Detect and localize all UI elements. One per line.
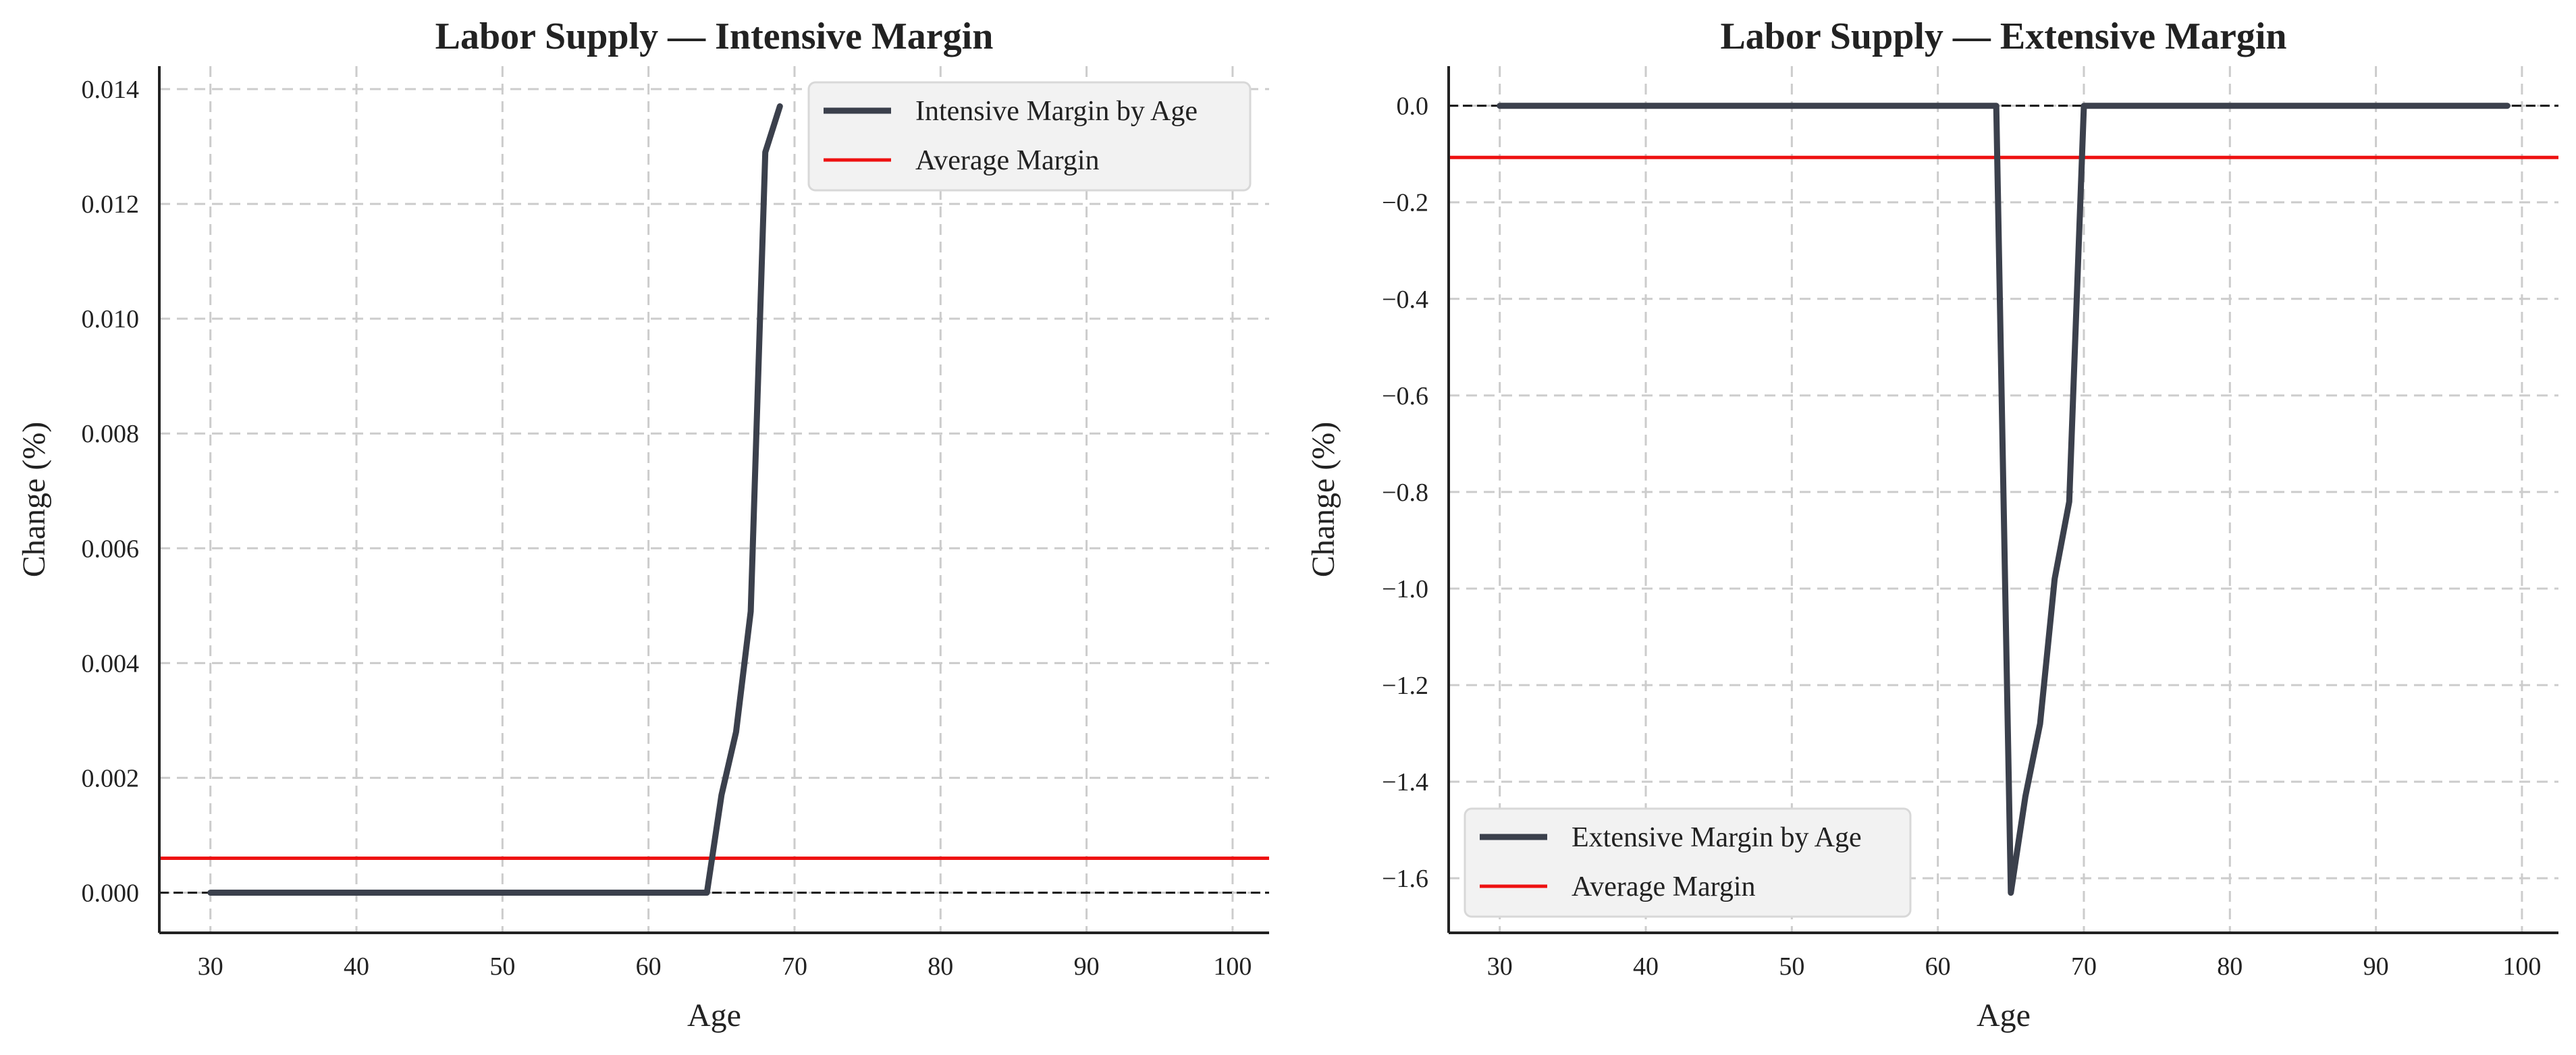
x-tick-label: 70	[2071, 952, 2097, 981]
legend-label: Average Margin	[1572, 871, 1756, 902]
y-tick-label: 0.004	[82, 649, 140, 678]
y-tick-label: 0.0	[1397, 92, 1429, 121]
x-tick-label: 100	[2502, 952, 2541, 981]
legend: Intensive Margin by Age Average Margin	[807, 81, 1252, 192]
legend-label: Average Margin	[915, 145, 1100, 176]
y-tick-label: 0.002	[82, 764, 140, 792]
legend-box	[1464, 807, 1912, 918]
x-tick-label: 30	[1487, 952, 1513, 981]
y-tick-label: 0.014	[82, 76, 140, 104]
x-tick-label: 30	[198, 952, 223, 981]
x-tick-label: 50	[1779, 952, 1804, 981]
x-tick-label: 40	[344, 952, 369, 981]
y-tick-label: 0.012	[82, 190, 140, 219]
legend: Extensive Margin by Age Average Margin	[1464, 807, 1912, 918]
series-line	[207, 103, 783, 896]
extensive-margin-panel: 30 40 50 60 70 80 90 100 0.0 −0.2 −0.4 −0.6 −0.8 −1.0…	[1306, 16, 2558, 1033]
y-tick-label: −1.2	[1382, 672, 1428, 700]
y-tick-label: −0.4	[1382, 286, 1428, 314]
chart-title: Labor Supply — Intensive Margin	[435, 16, 994, 57]
x-tick-label: 90	[2363, 952, 2389, 981]
intensive-margin-panel: 30 40 50 60 70 80 90 100 0.000 0.002 0.004 0.006 0.0…	[16, 16, 1269, 1033]
plot-area: 30 40 50 60 70 80 90 100 0.000 0.002 0.004 0.006 0.0…	[82, 66, 1269, 981]
y-tick-label: −0.2	[1382, 189, 1428, 217]
legend-label: Extensive Margin by Age	[1572, 822, 1862, 853]
x-tick-label: 60	[636, 952, 662, 981]
legend-label: Intensive Margin by Age	[915, 96, 1198, 127]
x-axis-label: Age	[1977, 998, 2031, 1033]
y-tick-label: −1.6	[1382, 865, 1428, 893]
x-tick-label: 50	[489, 952, 515, 981]
y-tick-label: 0.008	[82, 420, 140, 448]
y-tick-label: −0.8	[1382, 479, 1428, 507]
chart-title: Labor Supply — Extensive Margin	[1720, 16, 2286, 57]
y-tick-label: −0.6	[1382, 382, 1428, 410]
x-tick-label: 40	[1633, 952, 1659, 981]
x-tick-label: 100	[1213, 952, 1252, 981]
y-axis-label: Change (%)	[1306, 422, 1341, 578]
y-tick-label: 0.000	[82, 879, 140, 907]
plot-area: 30 40 50 60 70 80 90 100 0.0 −0.2 −0.4 −0.6 −0.8 −1.0…	[1382, 66, 2558, 981]
x-tick-label: 90	[1074, 952, 1100, 981]
y-tick-label: −1.0	[1382, 575, 1428, 603]
y-tick-label: 0.010	[82, 305, 140, 333]
x-tick-label: 80	[928, 952, 953, 981]
y-tick-label: −1.4	[1382, 768, 1428, 796]
legend-box	[807, 81, 1252, 192]
x-tick-label: 80	[2217, 952, 2243, 981]
x-axis-label: Age	[687, 998, 741, 1033]
x-tick-label: 60	[1925, 952, 1951, 981]
y-axis-label: Change (%)	[16, 422, 52, 578]
y-tick-label: 0.006	[82, 535, 140, 563]
x-tick-label: 70	[782, 952, 807, 981]
series-line	[1497, 103, 2511, 896]
